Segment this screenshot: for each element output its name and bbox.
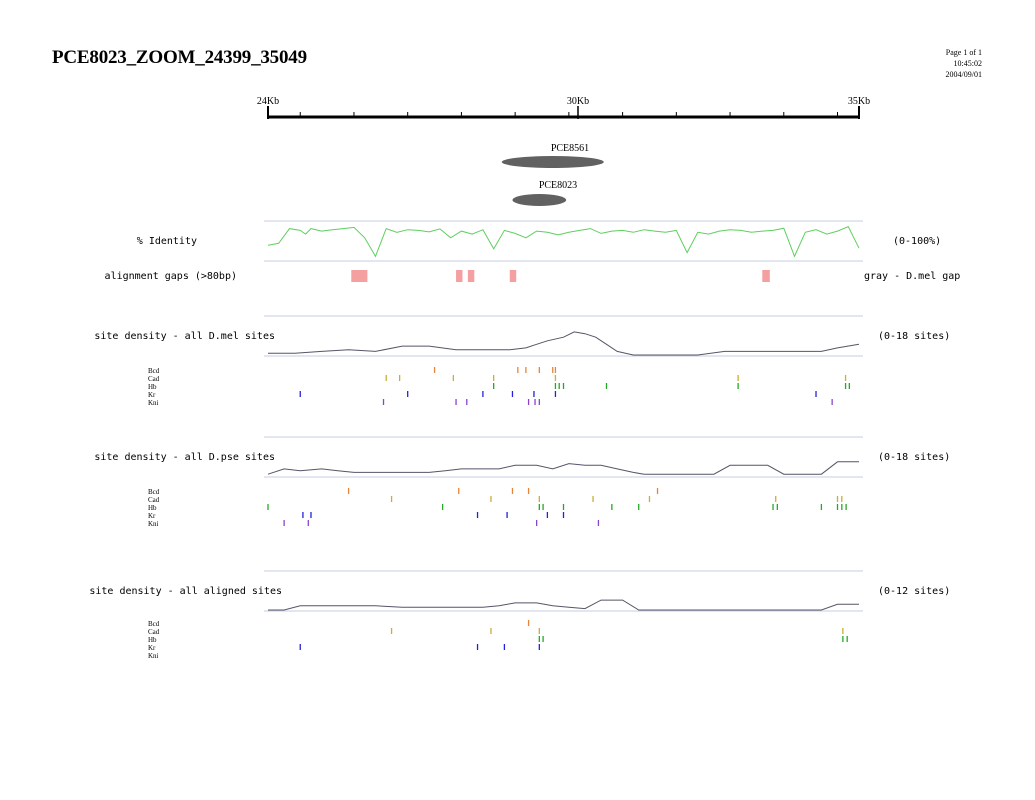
feature-ellipse-pce8023 xyxy=(512,194,567,206)
density-range-dpse: (0-18 sites) xyxy=(878,452,950,463)
feature-ellipse-pce8561 xyxy=(501,156,604,168)
feature-label-pce8561: PCE8561 xyxy=(551,143,589,154)
factor-label-cad: Cad xyxy=(148,375,160,383)
density-line-dmel xyxy=(268,331,860,356)
ruler-minor-ticks xyxy=(299,112,839,117)
density-panel-dpse: site density - all D.pse sites (0-18 sit… xyxy=(94,436,950,528)
factor-label-bcd: Bcd xyxy=(148,488,160,496)
factor-label-hb: Hb xyxy=(148,636,157,644)
feature-label-pce8023: PCE8023 xyxy=(539,180,577,191)
factor-label-cad: Cad xyxy=(148,496,160,504)
tick-label-end: 35Kb xyxy=(848,96,870,107)
factor-label-bcd: Bcd xyxy=(148,620,160,628)
tick-label-mid: 30Kb xyxy=(567,96,589,107)
alignment-gaps xyxy=(351,270,770,282)
page-meta: Page 1 of 1 10:45:02 2004/09/01 xyxy=(862,47,982,80)
factor-label-bcd: Bcd xyxy=(148,367,160,375)
density-line-dpse xyxy=(267,461,859,475)
alignment-gap xyxy=(456,270,463,282)
alignment-gap xyxy=(762,270,770,282)
kb-ruler: 24Kb 30Kb 35Kb xyxy=(257,96,870,119)
density-range-dmel: (0-18 sites) xyxy=(878,331,950,342)
site-marks-dpse xyxy=(267,488,847,526)
factor-label-kr: Kr xyxy=(148,644,156,652)
density-label-aligned: site density - all aligned sites xyxy=(89,586,282,597)
factor-label-kni: Kni xyxy=(148,399,159,407)
page-number: Page 1 of 1 xyxy=(945,48,982,57)
factor-label-kr: Kr xyxy=(148,391,156,399)
feature-pce8023: PCE8023 xyxy=(512,180,577,206)
factor-label-hb: Hb xyxy=(148,383,157,391)
print-date: 2004/09/01 xyxy=(945,70,982,79)
factor-label-cad: Cad xyxy=(148,628,160,636)
identity-line xyxy=(267,226,860,258)
gaps-legend: gray - D.mel gap xyxy=(864,271,960,282)
factor-label-kni: Kni xyxy=(148,652,159,660)
density-line-aligned xyxy=(268,599,859,611)
factor-label-hb: Hb xyxy=(148,504,157,512)
tick-label-start: 24Kb xyxy=(257,96,279,107)
site-marks-aligned xyxy=(299,620,848,650)
factor-label-kr: Kr xyxy=(148,512,156,520)
identity-range-label: (0-100%) xyxy=(893,236,941,247)
identity-panel: % Identity (0-100%) alignment gaps (>80b… xyxy=(105,220,960,282)
factor-label-kni: Kni xyxy=(148,520,159,528)
density-label-dpse: site density - all D.pse sites xyxy=(94,452,275,463)
page-title: PCE8023_ZOOM_24399_35049 xyxy=(52,47,307,68)
density-panel-aligned: site density - all aligned sites (0-12 s… xyxy=(89,570,950,660)
alignment-gap xyxy=(509,270,517,282)
density-panel-dmel: site density - all D.mel sites (0-18 sit… xyxy=(94,315,950,407)
print-time: 10:45:02 xyxy=(953,59,982,68)
density-range-aligned: (0-12 sites) xyxy=(878,586,950,597)
site-marks-dmel xyxy=(299,367,850,405)
gaps-label: alignment gaps (>80bp) xyxy=(105,271,237,282)
identity-label: % Identity xyxy=(137,236,197,247)
density-label-dmel: site density - all D.mel sites xyxy=(94,331,275,342)
feature-pce8561: PCE8561 xyxy=(501,143,604,168)
alignment-gap xyxy=(351,270,368,282)
alignment-gap xyxy=(467,270,475,282)
